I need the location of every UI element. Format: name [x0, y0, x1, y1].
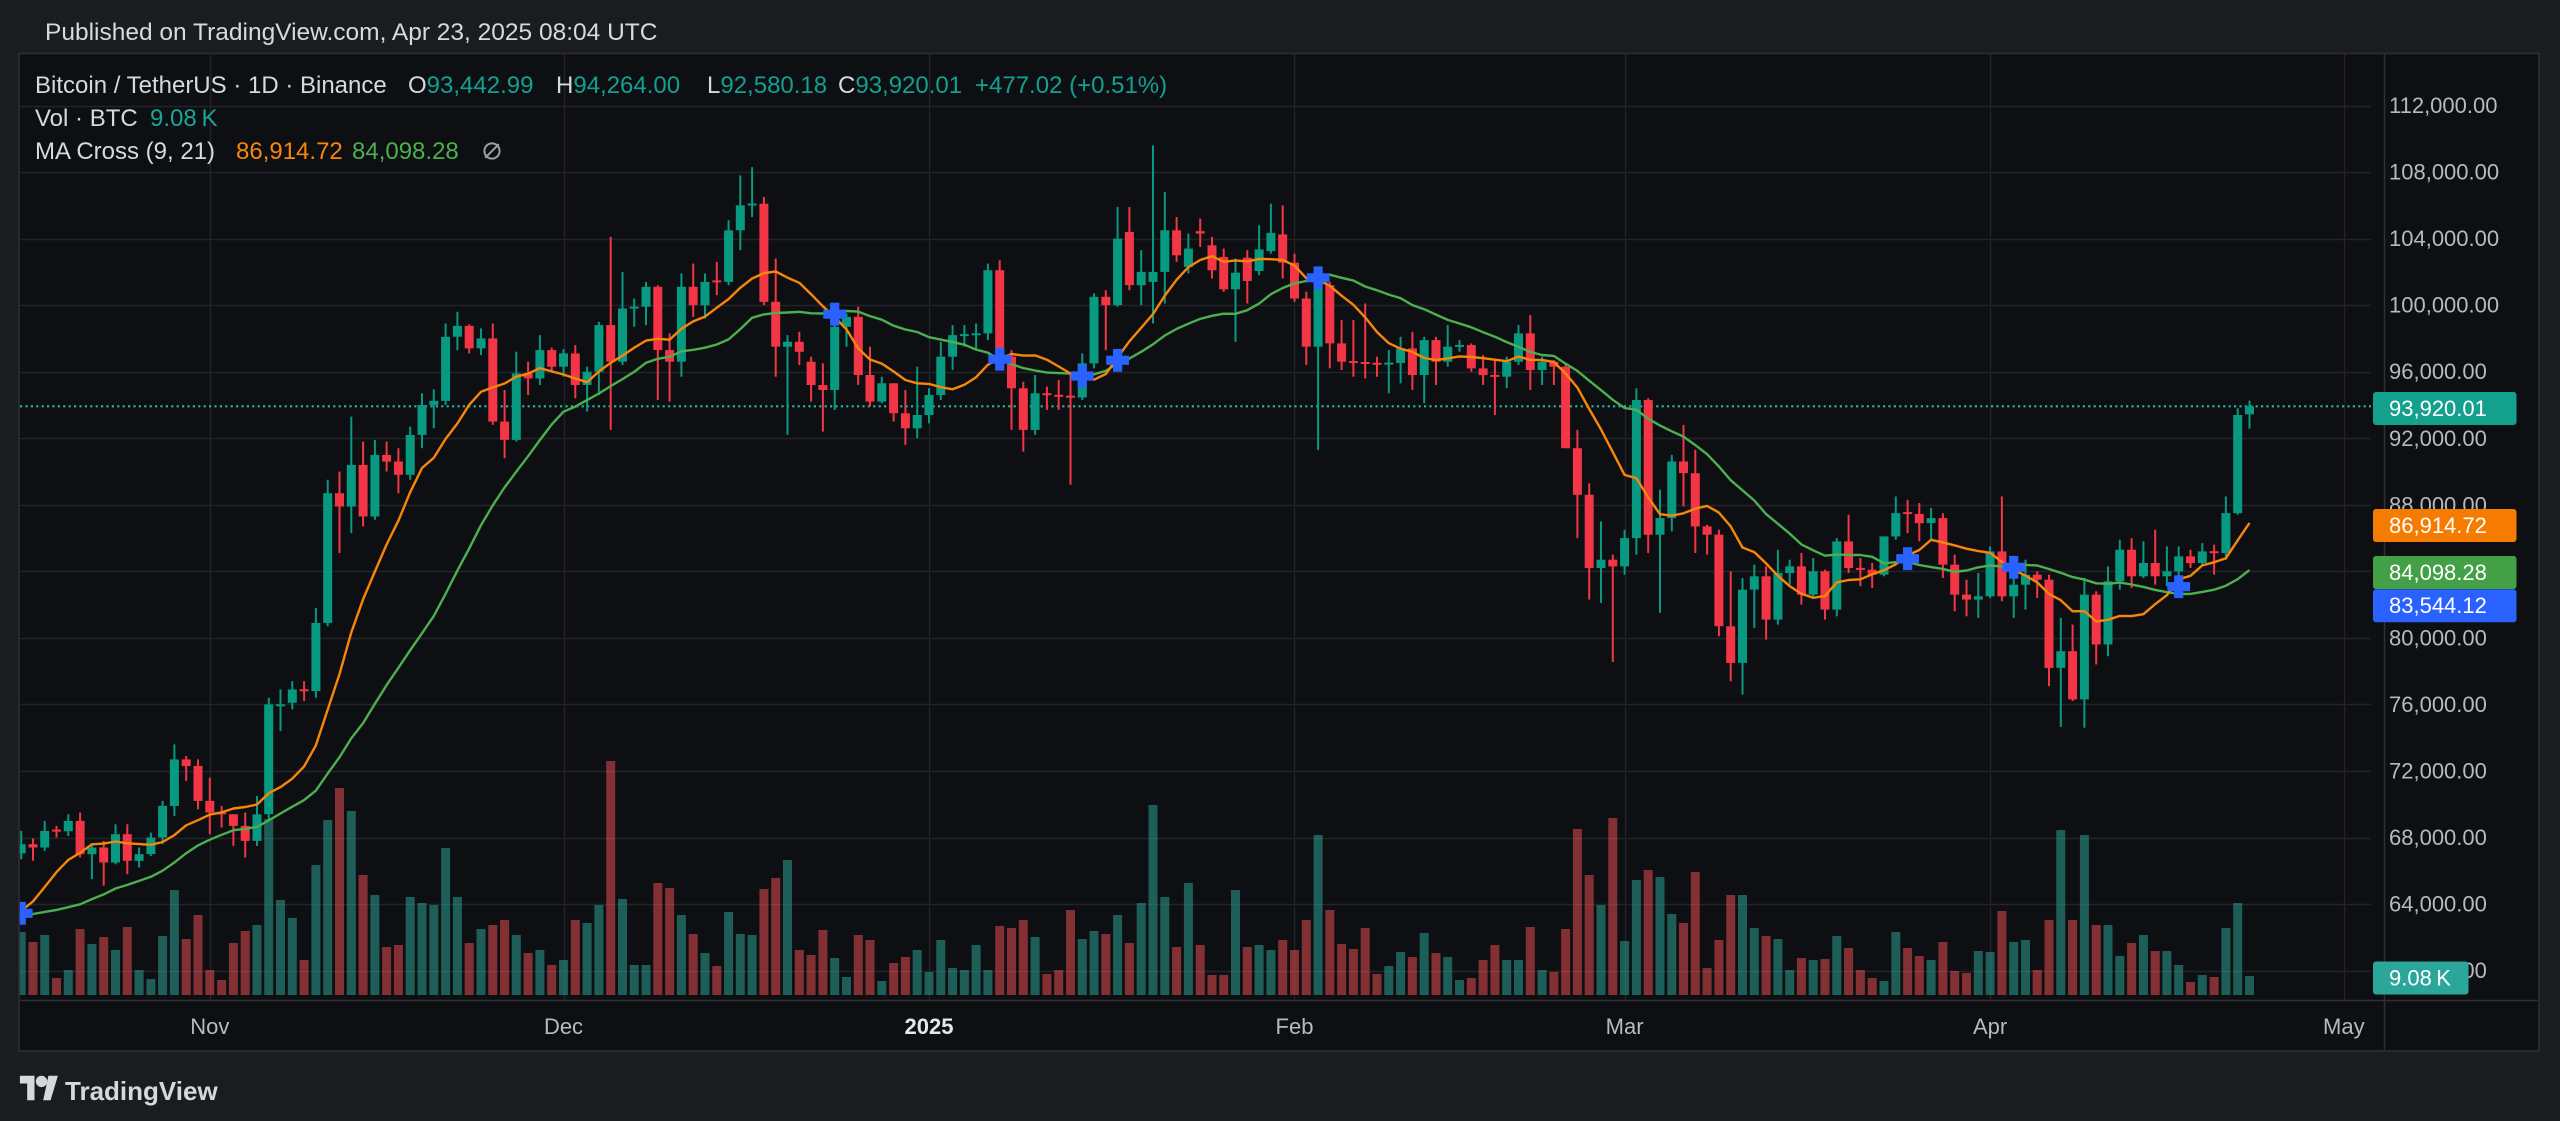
svg-text:H94,264.00: H94,264.00 — [556, 72, 680, 99]
svg-text:Vol · BTC: Vol · BTC — [35, 105, 138, 132]
svg-text:86,914.72: 86,914.72 — [2389, 513, 2487, 538]
svg-text:Published on TradingView.com,: Published on TradingView.com, Apr 23, 20… — [45, 19, 657, 46]
svg-text:9.08 K: 9.08 K — [2389, 966, 2451, 991]
svg-text:104,000.00: 104,000.00 — [2389, 226, 2499, 251]
svg-text:May: May — [2323, 1014, 2365, 1039]
svg-text:108,000.00: 108,000.00 — [2389, 160, 2499, 185]
svg-text:72,000.00: 72,000.00 — [2389, 759, 2487, 784]
svg-text:C93,920.01: C93,920.01 — [838, 72, 962, 99]
svg-text:83,544.12: 83,544.12 — [2389, 593, 2487, 618]
svg-text:112,000.00: 112,000.00 — [2389, 93, 2497, 118]
svg-text:O93,442.99: O93,442.99 — [408, 72, 533, 99]
svg-text:100,000.00: 100,000.00 — [2389, 293, 2499, 318]
svg-text:92,000.00: 92,000.00 — [2389, 426, 2487, 451]
svg-text:96,000.00: 96,000.00 — [2389, 359, 2487, 384]
svg-text:Apr: Apr — [1973, 1014, 2007, 1039]
svg-text:9.08 K: 9.08 K — [150, 105, 218, 132]
svg-text:84,098.28: 84,098.28 — [2389, 560, 2487, 585]
svg-text:+477.02 (+0.51%): +477.02 (+0.51%) — [975, 72, 1167, 99]
svg-text:TradingView: TradingView — [65, 1076, 218, 1106]
svg-text:Bitcoin / TetherUS · 1D · Bina: Bitcoin / TetherUS · 1D · Binance — [35, 72, 387, 99]
svg-text:2025: 2025 — [905, 1014, 954, 1039]
svg-text:64,000.00: 64,000.00 — [2389, 892, 2487, 917]
svg-text:Dec: Dec — [544, 1014, 583, 1039]
svg-text:76,000.00: 76,000.00 — [2389, 692, 2487, 717]
svg-text:Mar: Mar — [1606, 1014, 1644, 1039]
svg-text:Feb: Feb — [1276, 1014, 1314, 1039]
svg-text:93,920.01: 93,920.01 — [2389, 396, 2487, 421]
svg-text:MA Cross (9, 21): MA Cross (9, 21) — [35, 138, 215, 165]
svg-text:80,000.00: 80,000.00 — [2389, 625, 2487, 650]
svg-text:84,098.28: 84,098.28 — [352, 138, 459, 165]
svg-text:L92,580.18: L92,580.18 — [707, 72, 827, 99]
svg-text:86,914.72: 86,914.72 — [236, 138, 343, 165]
svg-text:68,000.00: 68,000.00 — [2389, 825, 2487, 850]
svg-text:Nov: Nov — [190, 1014, 229, 1039]
